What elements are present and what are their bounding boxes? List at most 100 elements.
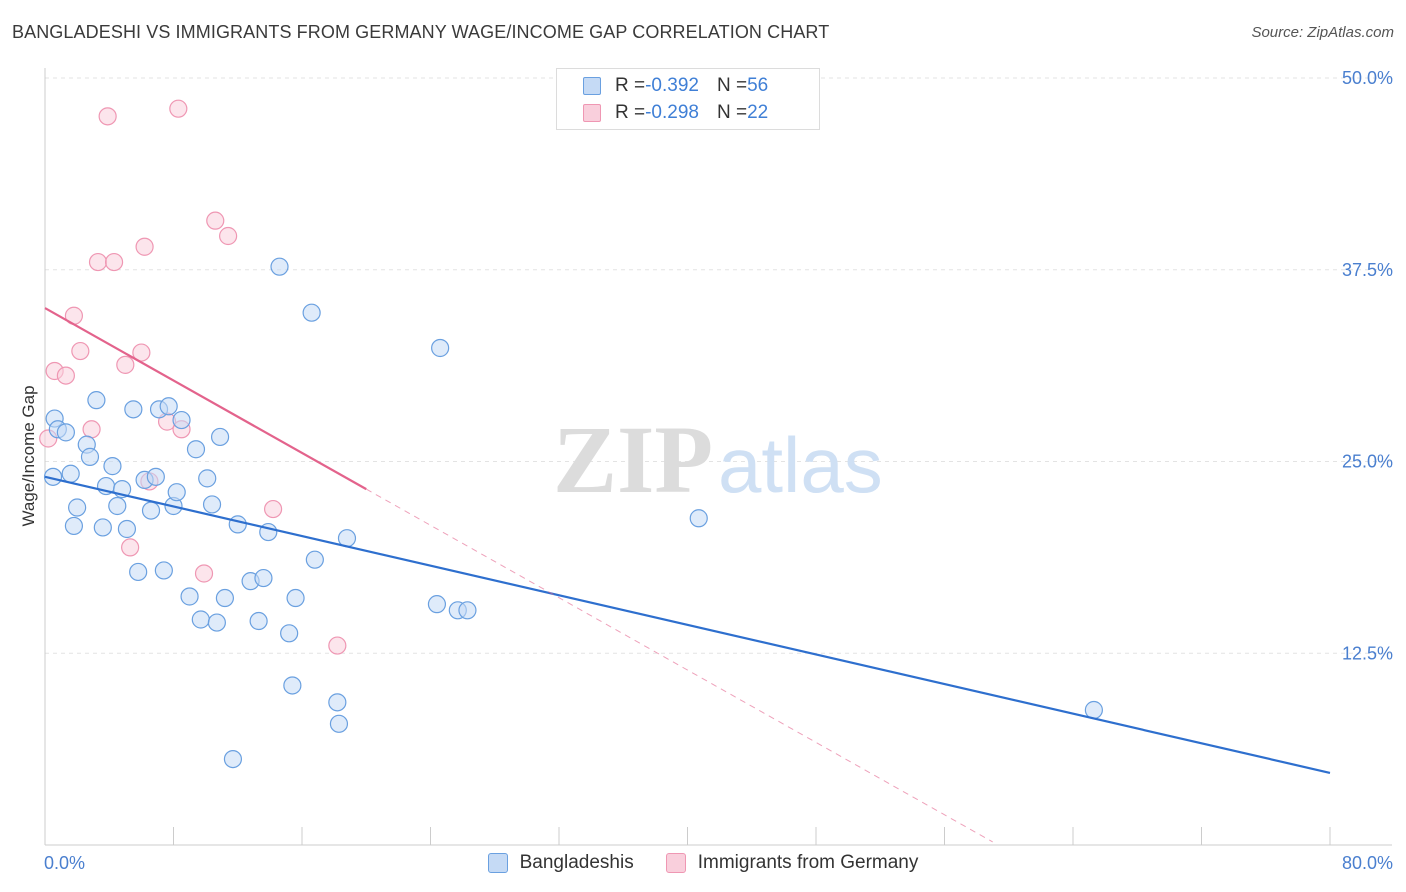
bangladeshis-point <box>223 749 243 769</box>
bangladeshis-point <box>180 587 199 606</box>
bangladeshis-point <box>186 440 206 459</box>
bangladeshis-point <box>283 676 302 695</box>
trendline-immigrants-from-germany <box>44 307 367 491</box>
grid-lines <box>45 77 1392 654</box>
legend-label: Bangladeshis <box>519 852 634 873</box>
x-tick-label: 80.0% <box>1342 853 1393 873</box>
bangladeshis-point <box>167 483 186 502</box>
n-label: N = <box>716 102 748 123</box>
bangladeshis-point <box>43 467 63 486</box>
stats-row-bangladeshis: R = -0.392 N = 56 <box>583 73 768 99</box>
series-immigrants-from-germany <box>39 99 347 655</box>
bangladeshis-point <box>328 693 347 712</box>
watermark: ZIP atlas <box>553 406 883 513</box>
immigrants-from-germany-point <box>82 420 101 439</box>
bangladeshis-point <box>103 457 122 476</box>
stats-row-immigrants-from-germany: R = -0.298 N = 22 <box>583 100 768 126</box>
bangladeshis-point <box>228 515 247 534</box>
immigrants-from-germany-point <box>121 538 140 557</box>
swatch-bangladeshis <box>583 77 601 95</box>
bangladeshis-point <box>64 516 84 536</box>
series-legend: Bangladeshis Immigrants from Germany <box>0 852 1406 874</box>
r-label: R = <box>615 102 646 123</box>
bangladeshis-point <box>87 391 106 410</box>
bangladeshis-point <box>141 501 161 520</box>
immigrants-from-germany-point <box>263 499 283 519</box>
legend-swatch-bangladeshis <box>487 853 508 873</box>
bangladeshis-point <box>146 467 165 486</box>
legend-item-immigrants-from-germany[interactable]: Immigrants from Germany <box>665 852 919 874</box>
immigrants-from-germany-point <box>88 252 108 272</box>
bangladeshis-point <box>689 509 708 528</box>
stats-legend: R = -0.392 N = 56 R = -0.298 N = 22 <box>556 68 820 130</box>
bangladeshis-point <box>202 495 222 514</box>
bangladeshis-point <box>124 400 143 419</box>
r-label: R = <box>615 75 646 96</box>
n-label: N = <box>716 75 748 96</box>
bangladeshis-point <box>129 562 148 582</box>
bangladeshis-point <box>159 397 178 416</box>
bangladeshis-point <box>61 464 80 483</box>
bangladeshis-point <box>305 550 324 569</box>
tick-labels: 12.5% 25.0% 37.5% 50.0% 0.0% 80.0% <box>44 68 1393 873</box>
bangladeshis-point <box>56 423 75 442</box>
y-tick-label: 50.0% <box>1342 68 1393 88</box>
bangladeshis-point <box>249 611 268 631</box>
r-value: -0.392 <box>645 75 699 96</box>
bangladeshis-point <box>210 427 230 447</box>
bangladeshis-point <box>215 588 234 608</box>
bangladeshis-point <box>93 518 112 537</box>
bangladeshis-point <box>117 519 137 539</box>
legend-swatch-immigrants-from-germany <box>665 853 686 873</box>
immigrants-from-germany-point <box>132 343 151 362</box>
watermark-atlas: atlas <box>718 421 883 509</box>
immigrants-from-germany-point <box>206 211 225 230</box>
immigrants-from-germany-point <box>56 366 75 385</box>
x-tick-label: 0.0% <box>44 853 85 873</box>
immigrants-from-germany-point <box>219 226 238 246</box>
y-tick-label: 25.0% <box>1342 452 1393 472</box>
immigrants-from-germany-point <box>116 355 135 374</box>
bangladeshis-point <box>207 613 226 632</box>
legend-item-bangladeshis[interactable]: Bangladeshis <box>487 852 634 874</box>
trendline-bangladeshis <box>44 475 1331 774</box>
chart-title: BANGLADESHI VS IMMIGRANTS FROM GERMANY W… <box>12 22 830 42</box>
immigrants-from-germany-point <box>194 564 214 583</box>
immigrants-from-germany-point <box>71 341 90 361</box>
source-label: Source: ZipAtlas.com <box>1251 24 1394 41</box>
y-axis-label: Wage/Income Gap <box>19 385 38 526</box>
bangladeshis-point <box>280 624 299 643</box>
axes <box>44 68 1392 846</box>
immigrants-from-germany-point <box>135 237 154 256</box>
series-bangladeshis <box>43 257 1103 769</box>
trendline-extension-immigrants-from-germany <box>366 488 993 843</box>
immigrants-from-germany-point <box>104 252 124 272</box>
y-tick-label: 12.5% <box>1342 643 1393 663</box>
watermark-zip: ZIP <box>553 406 713 513</box>
bangladeshis-point <box>254 568 273 588</box>
immigrants-from-germany-point <box>328 636 347 655</box>
immigrants-from-germany-point <box>169 99 188 118</box>
bangladeshis-point <box>198 469 217 488</box>
bangladeshis-point <box>427 595 447 614</box>
bangladeshis-point <box>1084 700 1103 720</box>
trendlines <box>44 307 1331 843</box>
bangladeshis-point <box>108 496 127 516</box>
bangladeshis-point <box>191 610 210 629</box>
legend-label: Immigrants from Germany <box>697 852 919 873</box>
immigrants-from-germany-point <box>98 107 117 126</box>
bangladeshis-point <box>302 303 321 322</box>
bangladeshis-point <box>329 714 349 733</box>
bangladeshis-point <box>68 498 87 517</box>
r-value: -0.298 <box>645 102 699 123</box>
bangladeshis-point <box>154 561 173 580</box>
bangladeshis-point <box>458 601 477 620</box>
n-value: 22 <box>747 102 769 123</box>
swatch-immigrants-from-germany <box>583 104 601 122</box>
bangladeshis-point <box>270 257 289 276</box>
bangladeshis-point <box>431 338 450 358</box>
y-tick-label: 37.5% <box>1342 260 1393 280</box>
bangladeshis-point <box>286 588 305 608</box>
bangladeshis-point <box>80 447 100 466</box>
